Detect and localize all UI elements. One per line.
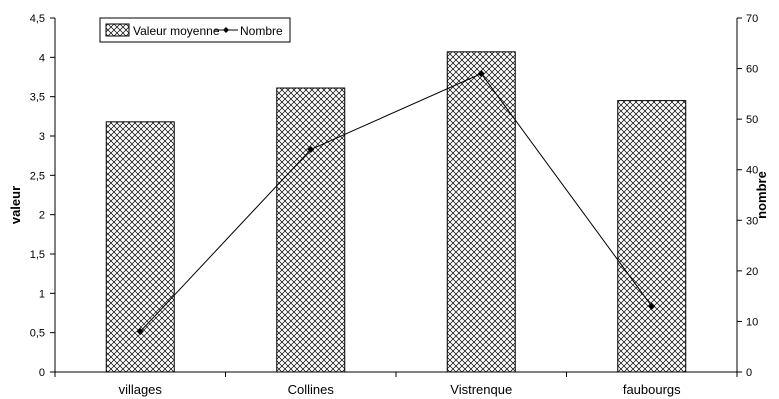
bar-series [105,51,687,373]
legend-label-line: Nombre [240,24,283,38]
y2-tick-label: 0 [746,367,752,379]
x-tick-label-collines: Collines [288,382,335,397]
y-tick-label: 1,5 [30,249,45,261]
point-nombre-collines [307,145,315,153]
legend-label-bars: Valeur moyenne [133,24,220,38]
bar-collines [276,87,346,373]
legend-marker-line [223,27,229,33]
tick-labels: 0 0,5 1 1,5 2 2,5 3 3,5 4 4,5 0 10 20 30 40 50 60 70 villa… [30,13,759,397]
bar-vistrenque [446,51,516,373]
y-tick-label: 0,5 [30,328,45,340]
y2-tick-label: 30 [746,215,758,227]
y2-tick-label: 50 [746,114,758,126]
y-tick-label: 0 [39,367,45,379]
point-nombre-vistrenque [477,70,485,78]
y-tick-label: 4 [39,52,45,64]
line-nombre [139,73,653,332]
y-axis-title: valeur [8,186,23,224]
y-tick-label: 2,5 [30,170,45,182]
y2-tick-label: 70 [746,13,758,25]
legend: Valeur moyenne Nombre [99,17,291,43]
y2-tick-label: 10 [746,316,758,328]
y-tick-label: 2 [39,210,45,222]
x-tick-label-faubourgs: faubourgs [623,382,681,397]
y-tick-label: 4,5 [30,13,45,25]
y-tick-label: 1 [39,288,45,300]
point-nombre-faubourgs [648,302,656,310]
axes [50,17,742,377]
x-tick-label-villages: villages [119,382,163,397]
bar-faubourgs [617,100,687,373]
y-tick-label: 3 [39,131,45,143]
legend-box [99,17,291,43]
legend-swatch-bars [105,23,130,37]
x-tick-label-vistrenque: Vistrenque [450,382,512,397]
y2-tick-label: 20 [746,266,758,278]
y-tick-label: 3,5 [30,92,45,104]
y2-tick-label: 40 [746,165,758,177]
line-series [136,70,656,336]
y2-tick-label: 60 [746,64,758,76]
y2-axis-title: nombre [754,171,769,219]
point-nombre-villages [136,328,144,336]
